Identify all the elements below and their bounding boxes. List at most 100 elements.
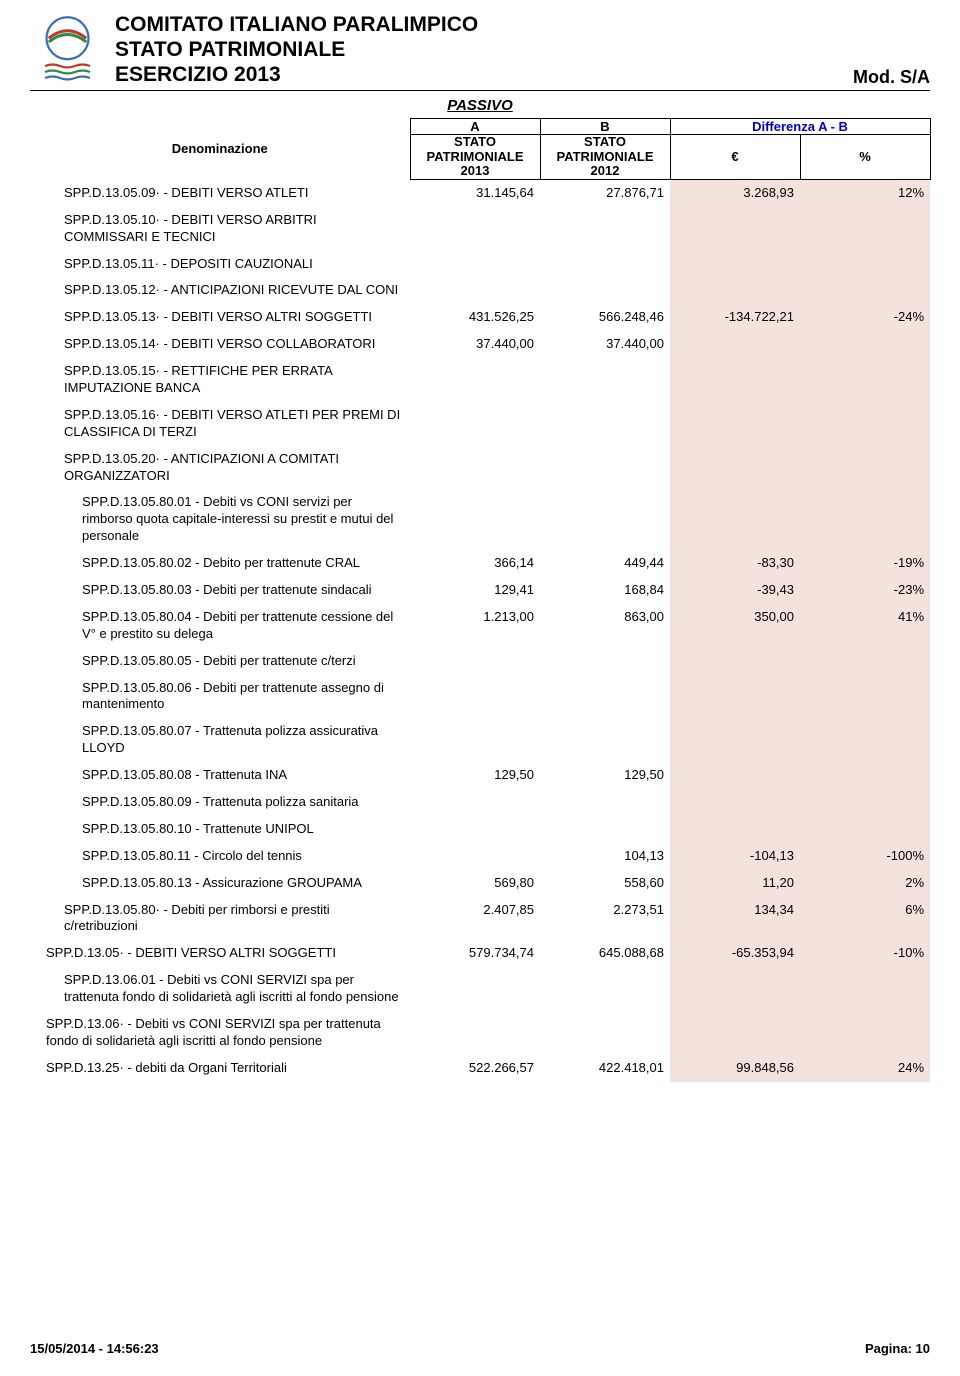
col-diff-top: Differenza A - B [670,118,930,134]
cell-b: 27.876,71 [540,180,670,207]
cell-e [800,207,930,251]
cell-a [410,277,540,304]
cell-d [670,675,800,719]
table-row: SPP.D.13.05.80.03 - Debiti per trattenut… [30,577,930,604]
footer-timestamp: 15/05/2014 - 14:56:23 [30,1341,159,1356]
cell-b [540,277,670,304]
table-row: SPP.D.13.05.15· - RETTIFICHE PER ERRATA … [30,358,930,402]
cell-b [540,207,670,251]
cell-a [410,446,540,490]
header-mod: Mod. S/A [853,67,930,88]
cell-e: 41% [800,604,930,648]
cell-e [800,1011,930,1055]
table-body: SPP.D.13.05.09· - DEBITI VERSO ATLETI31.… [30,180,930,1082]
cell-d: -134.722,21 [670,304,800,331]
table-row: SPP.D.13.05.80.04 - Debiti per trattenut… [30,604,930,648]
table-row: SPP.D.13.05.12· - ANTICIPAZIONI RICEVUTE… [30,277,930,304]
row-label: SPP.D.13.05.10· - DEBITI VERSO ARBITRI C… [30,207,410,251]
row-label: SPP.D.13.05.80· - Debiti per rimborsi e … [30,897,410,941]
cell-e [800,446,930,490]
cell-d [670,762,800,789]
cell-e [800,277,930,304]
row-label: SPP.D.13.05.80.13 - Assicurazione GROUPA… [30,870,410,897]
cell-a [410,675,540,719]
cell-e: 6% [800,897,930,941]
table-row: SPP.D.13.25· - debiti da Organi Territor… [30,1055,930,1082]
cell-a [410,648,540,675]
page-footer: 15/05/2014 - 14:56:23 Pagina: 10 [30,1341,930,1356]
row-label: SPP.D.13.05.80.05 - Debiti per trattenut… [30,648,410,675]
cell-b: 129,50 [540,762,670,789]
col-eur: € [670,134,800,180]
cell-b: 37.440,00 [540,331,670,358]
cell-e [800,967,930,1011]
cell-e [800,648,930,675]
table-row: SPP.D.13.05.80.02 - Debito per trattenut… [30,550,930,577]
cell-a [410,967,540,1011]
cell-a: 366,14 [410,550,540,577]
cell-a: 522.266,57 [410,1055,540,1082]
table-header: Denominazione A B Differenza A - B STATO… [30,118,930,180]
row-label: SPP.D.13.06.01 - Debiti vs CONI SERVIZI … [30,967,410,1011]
row-label: SPP.D.13.05.80.03 - Debiti per trattenut… [30,577,410,604]
cell-b: 449,44 [540,550,670,577]
row-label: SPP.D.13.25· - debiti da Organi Territor… [30,1055,410,1082]
cell-a [410,789,540,816]
row-label: SPP.D.13.05.80.06 - Debiti per trattenut… [30,675,410,719]
cell-b: 104,13 [540,843,670,870]
cell-d: 350,00 [670,604,800,648]
section-title: PASSIVO [30,97,930,114]
cell-b: 645.088,68 [540,940,670,967]
cell-e [800,675,930,719]
cell-e [800,489,930,550]
cell-e: 12% [800,180,930,207]
cell-e [800,718,930,762]
col-denominazione: Denominazione [30,118,410,180]
col-a-sub: STATO PATRIMONIALE 2013 [410,134,540,180]
cell-a: 1.213,00 [410,604,540,648]
cell-d [670,251,800,278]
cell-a [410,489,540,550]
cell-a [410,843,540,870]
cell-e: 2% [800,870,930,897]
cell-d: 11,20 [670,870,800,897]
cell-d: 3.268,93 [670,180,800,207]
cell-e [800,331,930,358]
table-row: SPP.D.13.05.09· - DEBITI VERSO ATLETI31.… [30,180,930,207]
cell-b: 422.418,01 [540,1055,670,1082]
cell-e [800,789,930,816]
table-row: SPP.D.13.05.80.05 - Debiti per trattenut… [30,648,930,675]
cell-b [540,489,670,550]
document-header: COMITATO ITALIANO PARALIMPICO STATO PATR… [30,12,930,91]
cell-d: -39,43 [670,577,800,604]
cell-d: -83,30 [670,550,800,577]
cell-d [670,331,800,358]
col-a-top: A [410,118,540,134]
cell-b [540,251,670,278]
cell-b: 2.273,51 [540,897,670,941]
cell-d: 134,34 [670,897,800,941]
table-row: SPP.D.13.05.80· - Debiti per rimborsi e … [30,897,930,941]
cell-b [540,446,670,490]
cell-b [540,402,670,446]
cell-e: -100% [800,843,930,870]
header-org: COMITATO ITALIANO PARALIMPICO [115,12,478,37]
row-label: SPP.D.13.05.80.04 - Debiti per trattenut… [30,604,410,648]
cell-b [540,789,670,816]
row-label: SPP.D.13.05.80.11 - Circolo del tennis [30,843,410,870]
col-b-top: B [540,118,670,134]
row-label: SPP.D.13.05.80.09 - Trattenuta polizza s… [30,789,410,816]
cell-e [800,402,930,446]
row-label: SPP.D.13.06· - Debiti vs CONI SERVIZI sp… [30,1011,410,1055]
table-row: SPP.D.13.06· - Debiti vs CONI SERVIZI sp… [30,1011,930,1055]
cell-b [540,648,670,675]
cell-d [670,358,800,402]
cell-a: 569,80 [410,870,540,897]
cell-b [540,1011,670,1055]
row-label: SPP.D.13.05.09· - DEBITI VERSO ATLETI [30,180,410,207]
row-label: SPP.D.13.05.80.07 - Trattenuta polizza a… [30,718,410,762]
cell-e: -10% [800,940,930,967]
table-row: SPP.D.13.05· - DEBITI VERSO ALTRI SOGGET… [30,940,930,967]
cell-d [670,816,800,843]
cell-d: -104,13 [670,843,800,870]
